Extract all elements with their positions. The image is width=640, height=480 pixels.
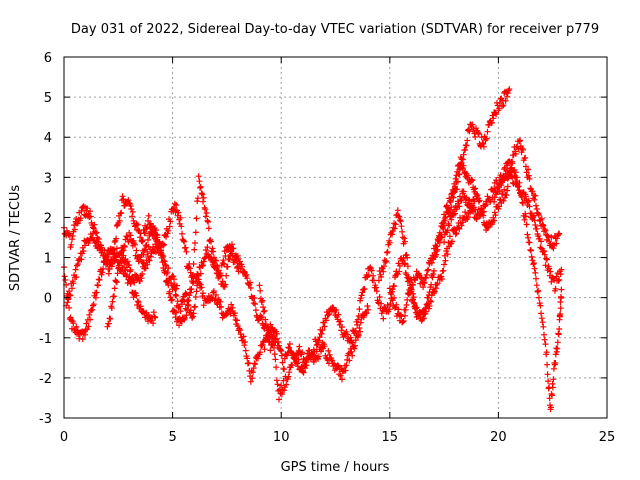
y-tick-label: 4 — [44, 131, 52, 146]
gridlines — [64, 57, 607, 418]
x-tick-label: 10 — [273, 430, 290, 445]
y-tick-label: 3 — [44, 171, 52, 186]
y-tick-label: -1 — [39, 332, 52, 347]
series-5 — [169, 276, 372, 385]
y-tick-label: 2 — [44, 211, 52, 226]
x-tick-label: 0 — [60, 430, 68, 445]
series-3 — [63, 230, 180, 309]
series-8 — [386, 137, 563, 326]
y-tick-label: 5 — [44, 91, 52, 106]
y-tick-label: 1 — [44, 252, 52, 267]
y-tick-label: 6 — [44, 51, 52, 66]
y-tick-label: 0 — [44, 292, 52, 307]
y-tick-label: -3 — [39, 412, 52, 427]
axis-ticks: -3 -2 -1 0 1 2 3 4 5 6 0 5 10 15 20 25 — [39, 51, 615, 445]
series-4 — [104, 173, 280, 354]
series-7 — [375, 86, 513, 322]
series-points — [491, 158, 565, 413]
y-axis-label: SDTVAR / TECUs — [8, 185, 23, 292]
x-tick-label: 20 — [490, 430, 507, 445]
chart-title: Day 031 of 2022, Sidereal Day-to-day VTE… — [71, 22, 599, 37]
series-points — [63, 230, 180, 309]
y-tick-label: -2 — [39, 372, 52, 387]
data-series — [61, 86, 565, 413]
x-axis-label: GPS time / hours — [281, 460, 390, 475]
series-points — [169, 276, 372, 385]
series-points — [386, 137, 563, 326]
series-points — [104, 173, 280, 354]
x-tick-label: 15 — [382, 430, 399, 445]
series-points — [375, 86, 513, 322]
x-tick-label: 25 — [599, 430, 616, 445]
series-10 — [491, 158, 565, 413]
x-tick-label: 5 — [168, 430, 176, 445]
plot-frame — [63, 56, 608, 419]
